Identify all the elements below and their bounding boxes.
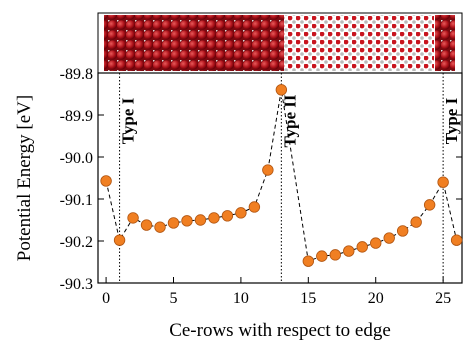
data-point bbox=[155, 222, 166, 233]
structure-image bbox=[98, 13, 462, 73]
annotation: Type I bbox=[442, 97, 461, 144]
chart: Potential Energy [eV] Ce-rows with respe… bbox=[0, 0, 464, 345]
data-point bbox=[370, 238, 381, 249]
data-point bbox=[276, 85, 287, 96]
data-point bbox=[316, 251, 327, 262]
x-axis-label: Ce-rows with respect to edge bbox=[169, 320, 391, 341]
data-point bbox=[222, 211, 233, 222]
data-point bbox=[397, 226, 408, 237]
data-point bbox=[411, 217, 422, 228]
data-point bbox=[303, 256, 314, 267]
y-tick-label: -89.8 bbox=[60, 66, 93, 83]
y-tick-label: -89.9 bbox=[60, 108, 93, 125]
data-point bbox=[263, 165, 274, 176]
y-tick-label: -90.3 bbox=[60, 276, 93, 293]
data-point bbox=[141, 220, 152, 231]
data-point bbox=[236, 208, 247, 219]
data-point bbox=[451, 235, 462, 246]
data-point bbox=[249, 202, 260, 213]
x-tick-label: 25 bbox=[435, 290, 451, 307]
y-tick-label: -90.2 bbox=[60, 234, 93, 251]
annotation: Type I bbox=[119, 97, 138, 144]
data-point bbox=[182, 216, 193, 227]
data-point bbox=[195, 215, 206, 226]
data-point bbox=[209, 213, 220, 224]
data-point bbox=[168, 218, 179, 229]
data-point bbox=[438, 177, 449, 188]
x-tick-label: 15 bbox=[300, 290, 316, 307]
data-point bbox=[114, 235, 125, 246]
y-tick-label: -90.0 bbox=[60, 150, 93, 167]
x-tick-label: 5 bbox=[169, 290, 177, 307]
data-point bbox=[357, 242, 368, 253]
y-axis-label: Potential Energy [eV] bbox=[14, 95, 35, 261]
data-point bbox=[330, 250, 341, 261]
y-tick-label: -90.1 bbox=[60, 192, 93, 209]
data-point bbox=[384, 233, 395, 244]
data-point bbox=[343, 246, 354, 257]
data-point bbox=[128, 213, 139, 224]
x-tick-label: 20 bbox=[368, 290, 384, 307]
x-tick-label: 0 bbox=[102, 290, 110, 307]
x-tick-label: 10 bbox=[233, 290, 249, 307]
data-point bbox=[424, 200, 435, 211]
data-point bbox=[101, 176, 112, 187]
